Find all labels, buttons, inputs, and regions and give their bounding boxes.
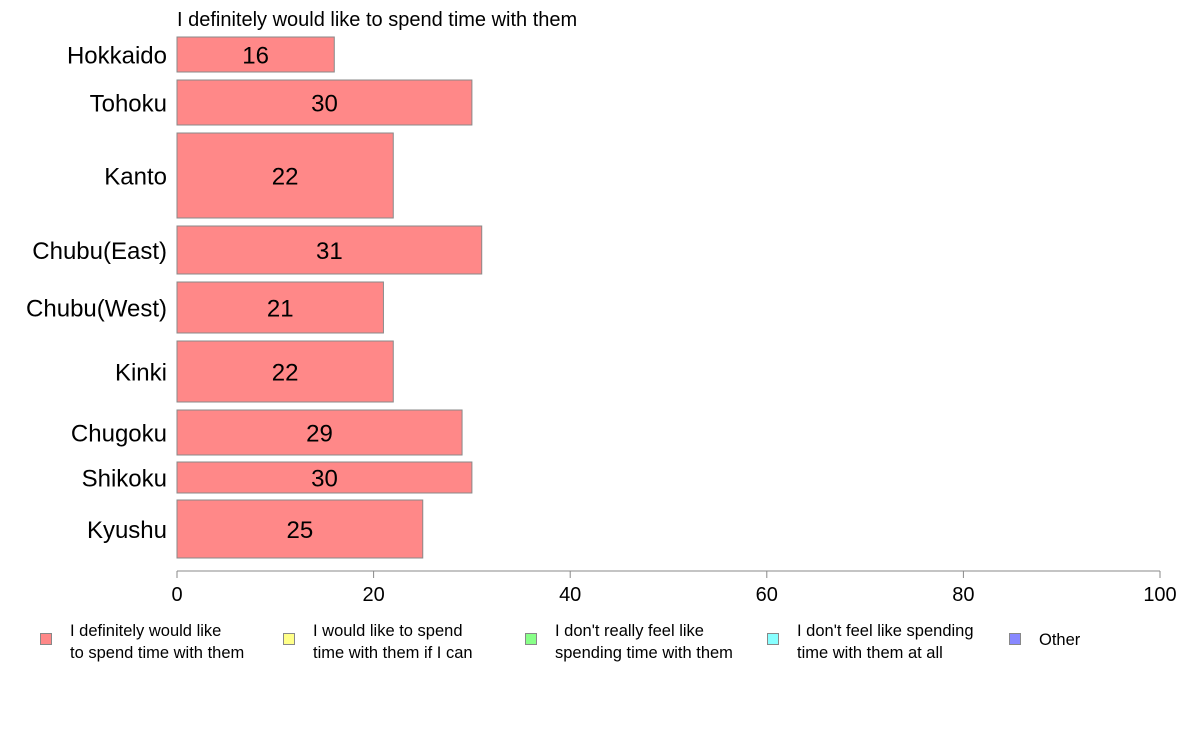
legend-label: I definitely would like to spend time wi… <box>70 622 245 662</box>
category-label: Kanto <box>104 164 167 191</box>
bars-group: 16 Hokkaido 30 Tohoku 22 Kanto 31 Chubu(East) 21… <box>26 36 483 559</box>
x-tick-label: 20 <box>362 584 384 606</box>
legend-item: I definitely would like to spend time wi… <box>40 620 244 664</box>
category-label: Chubu(West) <box>26 296 167 323</box>
x-tick-label: 0 <box>171 584 182 606</box>
data-label: 22 <box>272 164 299 191</box>
legend-swatch <box>283 633 295 645</box>
bar-kyushu <box>176 499 424 559</box>
legend-label: I don't feel like spending time with the… <box>797 622 974 662</box>
legend-item: I don't feel like spending time with the… <box>767 620 974 664</box>
x-tick-label: 60 <box>756 584 778 606</box>
bar-shikoku <box>176 461 473 494</box>
category-label: Hokkaido <box>67 43 167 70</box>
data-label: 16 <box>242 43 269 70</box>
category-label: Kinki <box>115 360 167 387</box>
legend: I definitely would like to spend time wi… <box>0 620 1188 680</box>
legend-swatch <box>767 633 779 645</box>
category-label: Kyushu <box>87 517 167 544</box>
data-label: 25 <box>287 517 314 544</box>
data-label: 30 <box>311 466 338 493</box>
category-label: Chubu(East) <box>32 238 167 265</box>
legend-swatch <box>40 633 52 645</box>
x-tick-label: 80 <box>952 584 974 606</box>
legend-swatch <box>1009 633 1021 645</box>
bar-chubu-west <box>176 281 384 334</box>
bar-kinki <box>176 340 394 403</box>
bar-chugoku <box>176 409 463 456</box>
legend-item: Other <box>1009 620 1080 651</box>
legend-label: I would like to spend time with them if … <box>313 622 473 662</box>
x-axis: 0 20 40 60 80 100 <box>171 570 1177 606</box>
chart-title: I definitely would like to spend time wi… <box>177 9 577 31</box>
category-label: Tohoku <box>90 91 167 118</box>
data-label: 22 <box>272 360 299 387</box>
bar-chubu-east <box>176 225 483 275</box>
bar-hokkaido <box>176 36 335 73</box>
category-label: Chugoku <box>71 421 167 448</box>
legend-item: I don't really feel like spending time w… <box>525 620 733 664</box>
data-label: 30 <box>311 91 338 118</box>
x-tick-label: 100 <box>1143 584 1176 606</box>
data-label: 21 <box>267 296 294 323</box>
bar-tohoku <box>176 79 473 126</box>
data-label: 29 <box>306 421 333 448</box>
legend-label: Other <box>1039 631 1081 649</box>
data-label: 31 <box>316 238 343 265</box>
x-tick-label: 40 <box>559 584 581 606</box>
legend-swatch <box>525 633 537 645</box>
category-label: Shikoku <box>82 466 167 493</box>
bar-chart: I definitely would like to spend time wi… <box>26 9 1177 606</box>
bar-kanto <box>176 132 394 219</box>
legend-item: I would like to spend time with them if … <box>283 620 473 664</box>
legend-label: I don't really feel like spending time w… <box>555 622 733 662</box>
